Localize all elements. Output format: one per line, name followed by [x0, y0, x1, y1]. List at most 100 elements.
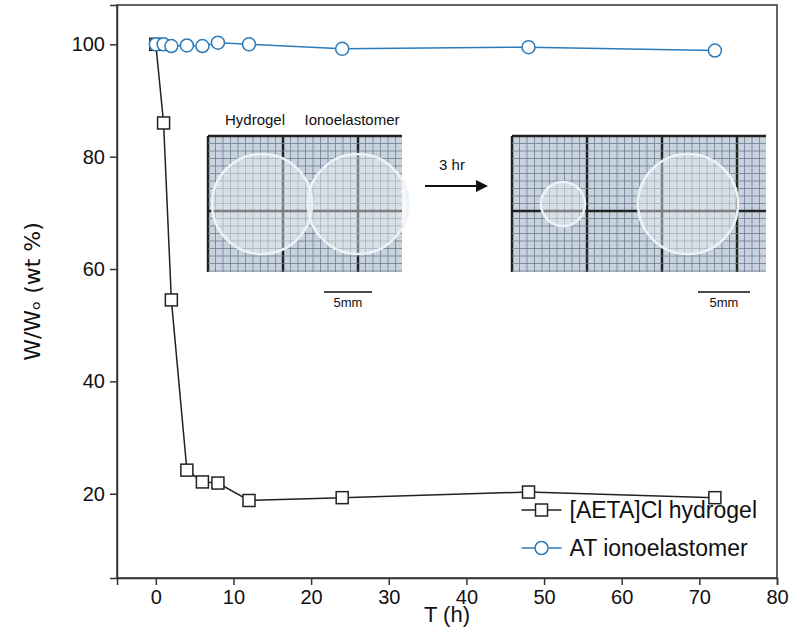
y-tick-mark	[110, 44, 117, 46]
arrow-head	[476, 180, 488, 192]
scale-bar	[698, 291, 750, 293]
photo-sample	[541, 182, 585, 226]
series-line	[156, 44, 715, 500]
x-tick-label: 70	[689, 586, 711, 608]
y-axis-title: W/Wₒ (wt %)	[20, 222, 45, 361]
photo-grid	[512, 248, 766, 249]
photo-grid	[602, 136, 603, 272]
y-tick-label: 60	[83, 258, 105, 280]
series-marker	[212, 477, 224, 489]
y-tick: 80	[83, 146, 117, 168]
y-tick-label: 100	[72, 33, 105, 55]
photo-grid	[208, 271, 402, 272]
y-tick-label: 20	[83, 483, 105, 505]
series-marker	[158, 117, 170, 129]
photo-grid	[208, 143, 402, 144]
photo-sample	[638, 154, 738, 254]
scale-bar	[324, 291, 372, 293]
photo-grid	[624, 136, 625, 272]
x-tick-label: 50	[533, 586, 555, 608]
inset	[208, 136, 766, 292]
photo-grid	[208, 151, 402, 152]
photo-grid	[534, 136, 535, 272]
series-marker	[336, 42, 349, 55]
x-tick-label: 80	[766, 586, 788, 608]
photo-grid	[512, 143, 766, 144]
legend-item: AT ionoelastomer	[522, 535, 748, 561]
photo-grid	[752, 136, 753, 272]
y-tick: 100	[72, 33, 117, 55]
photo-grid	[512, 241, 766, 242]
annotation: Hydrogel	[225, 111, 285, 128]
series-marker	[180, 39, 193, 52]
inset-photo	[208, 136, 408, 272]
photo-sample	[212, 154, 312, 254]
x-tick: 50	[533, 578, 555, 608]
photo-grid	[512, 256, 766, 257]
legend-label: [AETA]Cl hydrogel	[570, 497, 757, 523]
photo-grid	[512, 158, 766, 159]
series-line	[156, 43, 715, 51]
x-tick-label: 20	[300, 586, 322, 608]
legend-marker	[536, 504, 548, 516]
photo-grid	[609, 136, 610, 272]
series-marker	[196, 476, 208, 488]
annotation: 5mm	[710, 295, 739, 310]
series-marker	[523, 486, 535, 498]
legend-label: AT ionoelastomer	[570, 535, 748, 561]
series-marker	[336, 492, 348, 504]
x-tick-label: 60	[611, 586, 633, 608]
series-marker	[211, 36, 224, 49]
photo-grid	[512, 151, 766, 152]
photo-grid	[519, 136, 520, 272]
x-tick-label: 0	[151, 586, 162, 608]
series-marker	[243, 38, 256, 51]
photo-grid	[512, 263, 766, 264]
photo-grid	[744, 136, 745, 272]
x-axis-title: T (h)	[424, 602, 470, 627]
x-tick-mark	[777, 578, 779, 585]
x-tick-label: 10	[223, 586, 245, 608]
annotation: 5mm	[334, 295, 363, 310]
x-tick: 80	[766, 578, 788, 608]
x-tick: 30	[378, 578, 400, 608]
series-marker	[181, 464, 193, 476]
photo-sample	[308, 154, 408, 254]
photo-ground	[512, 136, 766, 272]
series-marker	[196, 40, 209, 53]
y-axis-line	[110, 6, 118, 579]
inset-photo	[512, 136, 766, 272]
chart: 0102030405060708020406080100T (h)W/Wₒ (w…	[0, 0, 798, 634]
arrow	[425, 185, 478, 187]
photo-grid	[617, 136, 618, 272]
x-tick: 70	[689, 578, 711, 608]
y-tick-mark	[110, 269, 117, 271]
legend: [AETA]Cl hydrogel AT ionoelastomer	[522, 497, 757, 561]
photo-grid	[512, 135, 766, 138]
plot-area	[149, 36, 721, 506]
plot-frame	[117, 5, 777, 578]
y-tick-label: 40	[83, 370, 105, 392]
x-tick: 20	[300, 578, 322, 608]
photo-grid	[511, 136, 514, 272]
legend-item: [AETA]Cl hydrogel	[522, 497, 757, 523]
series-marker	[522, 41, 535, 54]
photo-grid	[208, 256, 402, 257]
x-tick-mark	[311, 578, 313, 585]
x-tick: 0	[151, 578, 162, 608]
photo-grid	[759, 136, 760, 272]
y-tick: 40	[83, 370, 117, 392]
photo-grid	[594, 136, 595, 272]
x-tick-mark	[699, 578, 701, 585]
y-tick-mark	[110, 493, 117, 495]
y-tick: 60	[83, 258, 117, 280]
series-marker	[165, 294, 177, 306]
series-marker	[243, 494, 255, 506]
x-tick: 60	[611, 578, 633, 608]
photo-grid	[512, 271, 766, 272]
photo-grid	[207, 136, 210, 272]
x-tick-mark	[156, 578, 158, 585]
x-tick-mark	[544, 578, 546, 585]
x-tick: 10	[223, 578, 245, 608]
x-tick-label: 30	[378, 586, 400, 608]
